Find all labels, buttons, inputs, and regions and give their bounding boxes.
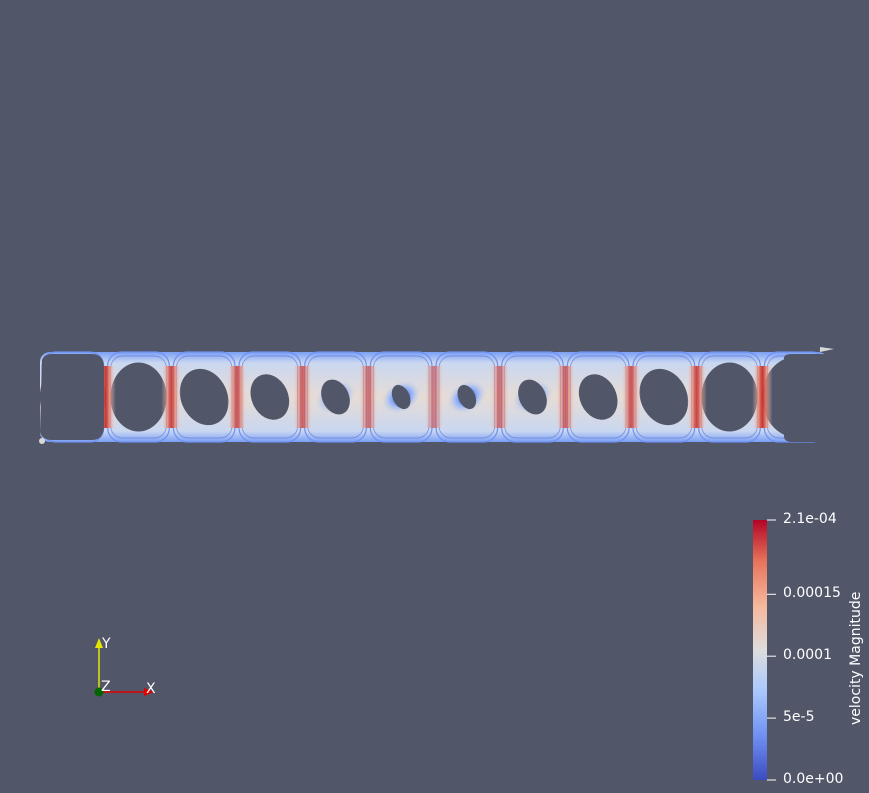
z-axis-label: Z [101, 679, 111, 695]
shear-band [292, 366, 313, 428]
legend-tick-label: 2.1e-04 [783, 511, 837, 527]
shear-band [686, 366, 707, 428]
cell-hole [518, 379, 547, 415]
cell-hole [639, 368, 689, 426]
legend-tick-label: 5e-5 [783, 709, 815, 726]
seed-marker-right [820, 347, 834, 352]
x-axis-arrow [144, 688, 154, 696]
legend-tick-label: 0.0001 [783, 647, 832, 664]
color-legend-bar [753, 520, 767, 780]
shear-band [555, 366, 576, 428]
cell-hole [250, 374, 290, 420]
cell-hole [578, 374, 618, 420]
y-axis-label: Y [102, 636, 111, 652]
legend-tick-label: 0.0e+00 [783, 771, 844, 787]
shear-band [489, 366, 510, 428]
left-end-hole [40, 354, 104, 440]
y-axis-arrow [95, 638, 103, 648]
right-end-hole [784, 354, 828, 442]
x-axis-label: X [146, 681, 156, 697]
shear-band [358, 366, 379, 428]
shear-band [161, 366, 182, 428]
cell-hole [321, 379, 350, 415]
legend-tick-label: 0.00015 [783, 585, 841, 602]
seed-marker-left [39, 438, 45, 444]
color-legend[interactable] [753, 519, 776, 781]
color-legend-ticks [767, 519, 776, 781]
shear-band [752, 366, 773, 428]
velocity-field-mesh[interactable] [39, 351, 829, 443]
cell-hole [179, 368, 229, 426]
orientation-axes[interactable] [94, 638, 155, 697]
cell-hole [391, 384, 411, 410]
cell-hole [457, 384, 477, 410]
shear-band [621, 366, 641, 428]
shear-band [227, 366, 247, 428]
cell-hole [701, 362, 758, 432]
z-axis-dot [94, 687, 104, 697]
legend-title-text: velocity Magnitude [848, 591, 864, 725]
shear-band [424, 366, 444, 428]
cell-hole [110, 362, 167, 432]
